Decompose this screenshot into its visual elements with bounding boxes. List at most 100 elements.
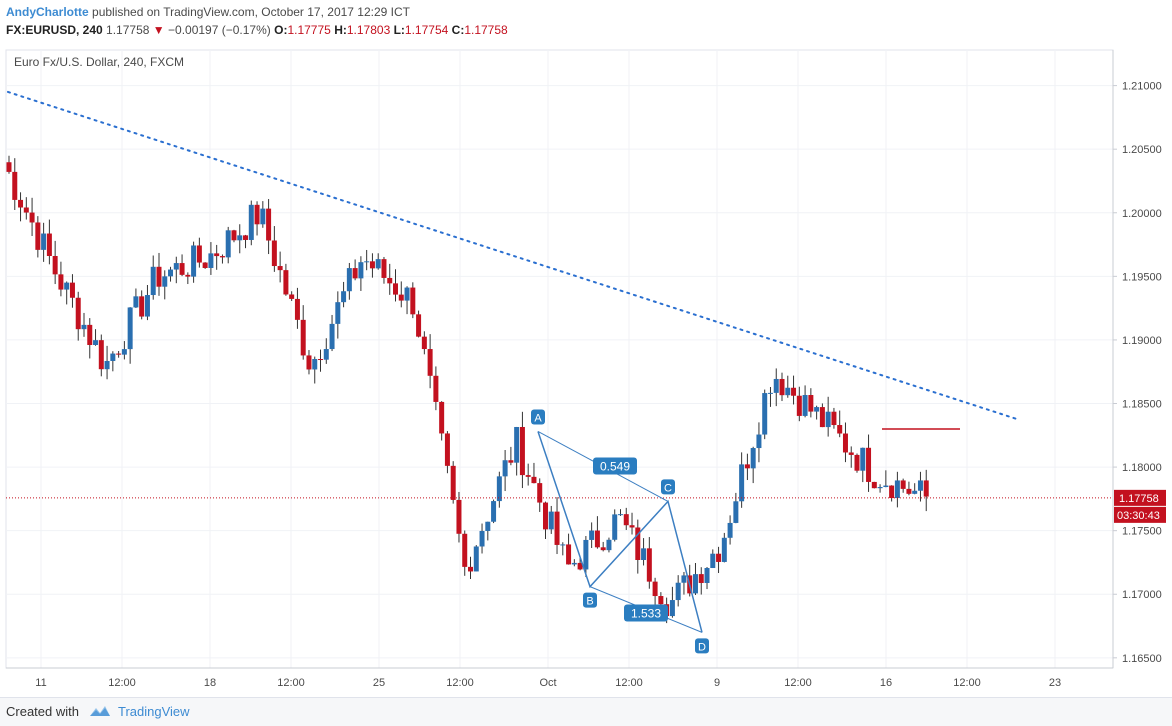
candle-body [444,433,450,466]
candle-body [260,208,266,225]
chart-header: AndyCharlotte published on TradingView.c… [0,0,1172,44]
candle-body [450,465,456,500]
candle-body [744,464,750,469]
candle-body [698,574,704,583]
candle-body [710,553,716,569]
candle-body [600,547,606,551]
current-price-tag [1114,489,1166,506]
candle-body [912,490,918,494]
close-value: 1.17758 [464,23,508,37]
candle-body [883,485,889,488]
candle-body [589,530,595,540]
x-tick-label: 12:00 [277,677,305,689]
candle-body [306,355,312,370]
candlestick-series [6,155,929,624]
candle-body [404,287,410,301]
candle-body [46,233,52,256]
high-label: H: [334,23,347,37]
published-text: published on TradingView.com, October 17… [92,5,410,19]
countdown-label: 03:30:43 [1117,510,1160,522]
ratio-tag [593,457,637,475]
candle-body [150,266,156,296]
candle-body [329,323,335,350]
candle-body [87,324,93,345]
pattern-point-label: D [698,641,706,653]
x-tick-label: 11 [35,677,46,689]
candle-body [52,255,58,275]
high-value: 1.17803 [346,23,391,37]
x-tick-label: 12:00 [784,677,812,689]
pattern-point-tag [531,409,545,425]
candle-body [23,207,29,213]
candle-body [381,259,387,278]
candle-body [479,530,485,547]
candle-body [779,378,785,396]
candle-body [219,256,225,258]
candle-body [110,353,116,361]
candle-body [548,511,554,530]
countdown-tag [1114,506,1166,523]
last-price: 1.17758 [106,23,150,37]
candle-body [577,562,583,570]
candle-body [837,425,843,434]
open-value: 1.17775 [287,23,331,37]
ratio-label: 0.549 [600,459,630,473]
candle-body [352,268,358,279]
candle-body [692,574,698,594]
candle-body [433,375,439,402]
candle-body [6,162,12,172]
tradingview-brand-link[interactable]: TradingView [118,704,190,719]
candle-body [93,340,99,345]
chart-drawings[interactable]: A B C D 0.549 1.533 [6,90,1113,654]
candle-body [75,297,81,330]
x-tick-label: 25 [373,677,385,689]
candle-body [791,387,797,396]
candle-body [225,230,231,258]
candle-body [116,353,122,355]
y-tick-label: 1.18500 [1122,399,1162,411]
candle-body [889,485,895,499]
candle-body [485,521,491,531]
candle-body [773,378,779,393]
candle-body [237,235,243,241]
candle-body [202,262,208,268]
candle-body [860,447,866,471]
candle-body [179,263,185,275]
symbol-label[interactable]: FX:EURUSD, 240 [6,23,103,37]
candle-body [733,501,739,523]
author-link[interactable]: AndyCharlotte [6,5,89,19]
x-tick-label: 12:00 [953,677,981,689]
candle-body [29,212,35,223]
candle-body [814,407,820,412]
candle-body [796,395,802,416]
candle-body [254,204,260,225]
footer-bar: Created with TradingView [0,697,1172,726]
candle-body [739,464,745,502]
close-label: C: [451,23,465,37]
candle-body [785,387,791,396]
pattern-point-label: B [586,596,593,608]
candle-body [41,233,47,250]
candle-body [560,544,566,546]
candle-body [721,537,727,562]
chart-area[interactable]: A B C D 0.549 1.533 11 12:00 18 12:00 25 12:00 Oct 1… [0,44,1172,697]
pattern-point-tag [583,592,597,608]
candle-body [900,480,906,489]
candle-body [531,476,537,484]
candle-body [341,291,347,303]
candle-body [542,502,548,530]
candle-body [294,298,300,320]
candle-body [318,359,324,361]
candle-body [416,314,422,337]
candle-body [514,426,520,463]
y-tick-label: 1.17000 [1122,589,1162,601]
plot-frame [5,49,1114,669]
candle-body [173,263,179,270]
low-value: 1.17754 [404,23,449,37]
candle-body [208,253,214,268]
y-tick-label: 1.19000 [1122,335,1162,347]
ratio-tag [624,604,668,622]
candle-body [808,395,814,412]
candle-body [762,393,768,435]
